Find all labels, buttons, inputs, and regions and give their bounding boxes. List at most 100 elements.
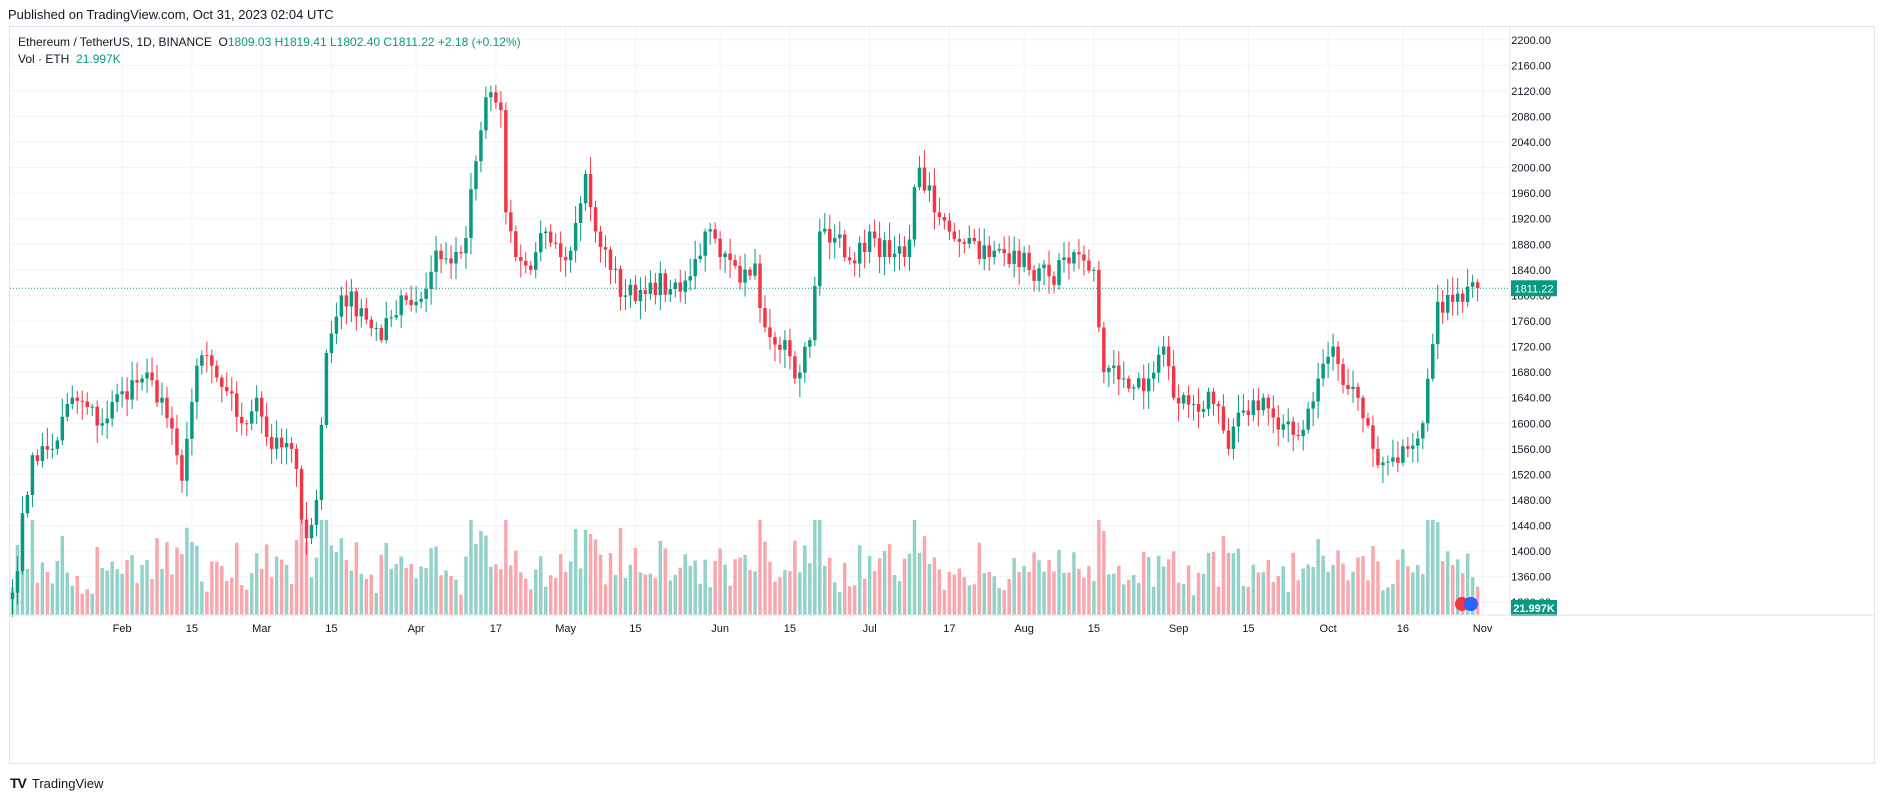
- volume-bar: [573, 528, 578, 615]
- candle: [439, 243, 443, 274]
- candle: [818, 218, 822, 296]
- candle: [743, 253, 747, 297]
- volume-bar: [768, 561, 772, 615]
- candle: [379, 324, 384, 343]
- candle: [663, 269, 668, 303]
- volume-bar: [1107, 574, 1111, 615]
- candle-body: [553, 242, 558, 244]
- candle: [215, 360, 219, 382]
- time-axis[interactable]: Feb 15 Mar 15 Apr 17 May 15 Jun 15 Jul 17 Aug 15 Sep 15…: [10, 614, 1875, 635]
- volume-bar: [543, 586, 548, 615]
- volume-bar: [459, 594, 463, 615]
- candle-body: [150, 372, 154, 381]
- volume-bar: [733, 559, 737, 615]
- candle: [210, 349, 214, 384]
- candle: [374, 322, 379, 341]
- volume-bar: [70, 585, 75, 615]
- volume-bar: [1201, 573, 1206, 615]
- candle-body: [55, 440, 60, 449]
- volume-bar: [1351, 571, 1355, 615]
- candle: [1022, 246, 1026, 273]
- volume-bar: [1077, 568, 1081, 615]
- candle: [563, 246, 568, 277]
- volume-bar: [1411, 572, 1415, 615]
- volume-bar: [210, 561, 214, 615]
- candle: [1256, 388, 1261, 427]
- candle: [1141, 364, 1146, 410]
- candle: [369, 315, 374, 337]
- volume-bar: [1281, 566, 1285, 615]
- volume-bar: [464, 556, 468, 615]
- legend-low: L1802.40: [330, 35, 381, 49]
- volume-bar: [1181, 584, 1186, 615]
- volume-bar: [633, 548, 638, 615]
- volume-bar: [155, 538, 159, 615]
- volume-bar: [484, 535, 488, 615]
- volume-bar: [45, 571, 50, 615]
- candle: [45, 427, 50, 459]
- candle-body: [1057, 260, 1061, 285]
- candle: [384, 301, 388, 344]
- candle: [150, 357, 154, 387]
- footer-brand[interactable]: TV TradingView: [10, 775, 103, 791]
- candle-body: [220, 377, 224, 387]
- candle-body: [1127, 378, 1131, 389]
- candle: [349, 279, 354, 322]
- candle: [30, 452, 35, 508]
- price-axis[interactable]: 2200.00 2160.00 2120.00 2080.00 2040.00 2000.…: [1509, 27, 1557, 616]
- candle-body: [1042, 264, 1046, 269]
- volume-bar: [1062, 572, 1066, 615]
- candle: [1077, 238, 1081, 269]
- candle: [20, 496, 25, 575]
- volume-bar: [818, 520, 822, 615]
- volume-bar: [230, 577, 234, 615]
- candle-body: [1416, 438, 1420, 446]
- legend-volume-label[interactable]: Vol · ETH: [18, 52, 70, 66]
- volume-bar: [1132, 575, 1136, 615]
- y-tick-label: 2160.00: [1511, 60, 1551, 72]
- candle-body: [837, 234, 842, 238]
- candle-body: [514, 231, 518, 258]
- candle: [997, 243, 1001, 254]
- candle: [967, 225, 972, 249]
- candle-body: [1062, 257, 1066, 261]
- candle: [1401, 439, 1405, 467]
- candle: [529, 260, 533, 275]
- candle: [409, 285, 413, 312]
- candle-body: [852, 260, 857, 264]
- y-tick-label: 1360.00: [1511, 572, 1551, 584]
- volume-bar: [718, 548, 722, 615]
- volume-bar: [693, 560, 697, 615]
- candle-body: [1356, 386, 1360, 398]
- volume-bar: [842, 562, 847, 615]
- chart-legend: Ethereum / TetherUS, 1D, BINANCE O1809.0…: [18, 34, 521, 68]
- candle: [1122, 361, 1126, 389]
- candle-body: [185, 438, 189, 481]
- candle-body: [683, 280, 687, 292]
- volume-bar: [504, 520, 508, 615]
- volume-bar: [359, 573, 364, 615]
- candle-body: [1221, 406, 1226, 431]
- candle: [668, 279, 673, 303]
- candle-body: [215, 365, 219, 378]
- candle: [1341, 358, 1345, 394]
- candle-body: [713, 229, 717, 239]
- volume-bar: [808, 563, 812, 615]
- volume-bar: [618, 527, 623, 615]
- candle: [85, 392, 89, 415]
- candle: [593, 200, 598, 243]
- volume-bar: [902, 558, 907, 615]
- volume-bar: [1311, 566, 1315, 615]
- candle: [788, 328, 792, 370]
- volume-bar: [165, 542, 169, 615]
- volume-bar: [1450, 564, 1455, 615]
- candle-body: [1431, 344, 1435, 379]
- candle-body: [110, 401, 114, 419]
- legend-symbol[interactable]: Ethereum / TetherUS, 1D, BINANCE: [18, 35, 212, 49]
- volume-bar: [1161, 566, 1166, 615]
- candle-body: [897, 246, 902, 254]
- candle: [160, 382, 164, 416]
- x-tick-label: 17: [490, 623, 502, 635]
- candle: [1356, 382, 1360, 411]
